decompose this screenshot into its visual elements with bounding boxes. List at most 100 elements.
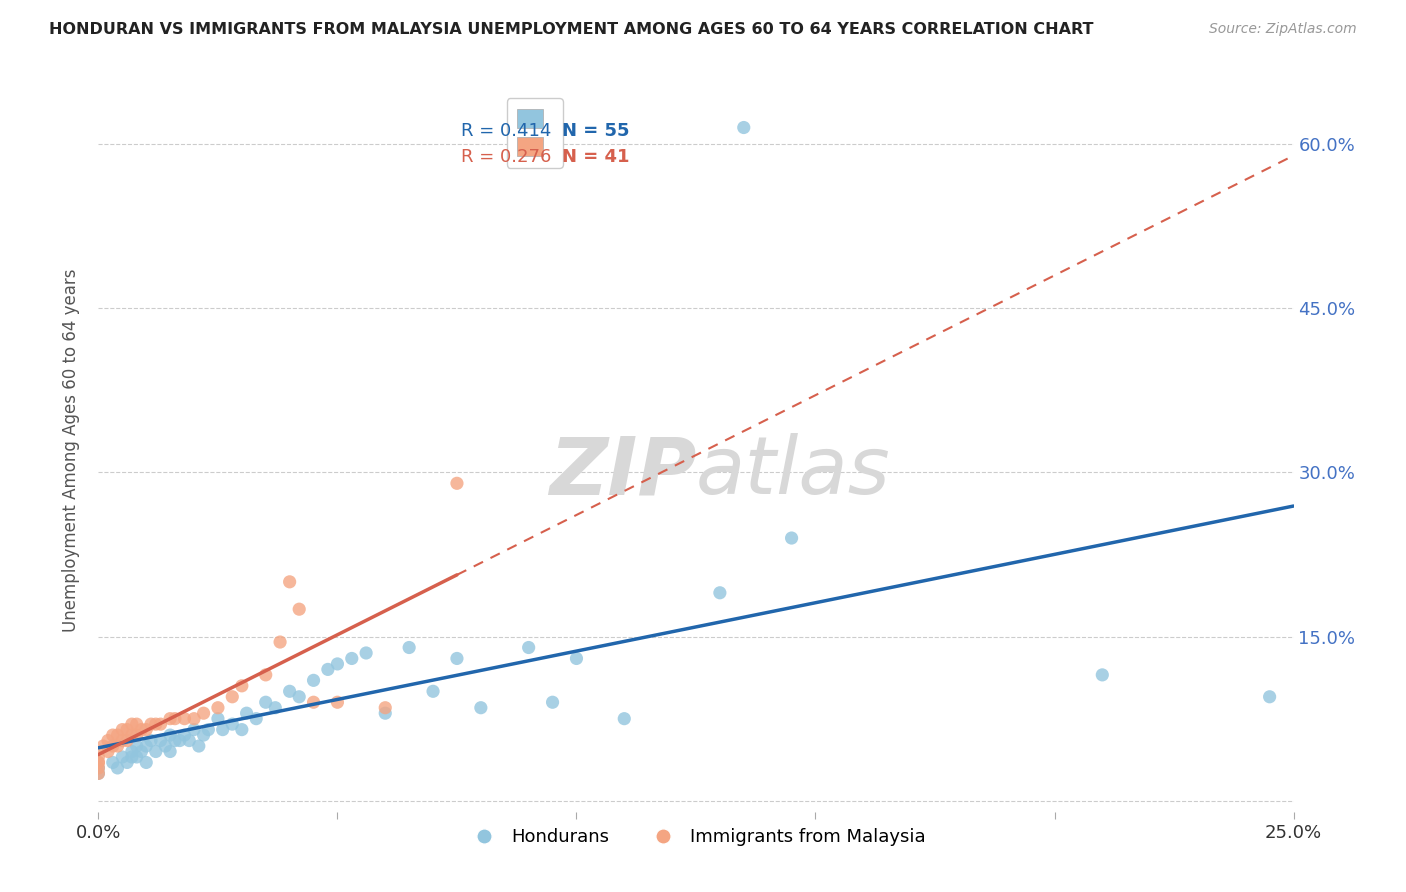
Point xyxy=(149,733,172,747)
Point xyxy=(446,476,468,491)
Point xyxy=(125,717,148,731)
Point xyxy=(340,651,363,665)
Point xyxy=(354,646,377,660)
Point xyxy=(91,739,114,753)
Point xyxy=(278,684,301,698)
Point xyxy=(326,657,349,671)
Point xyxy=(316,662,339,676)
Point xyxy=(87,761,110,775)
Point xyxy=(221,717,243,731)
Y-axis label: Unemployment Among Ages 60 to 64 years: Unemployment Among Ages 60 to 64 years xyxy=(62,268,80,632)
Point xyxy=(288,690,311,704)
Text: Source: ZipAtlas.com: Source: ZipAtlas.com xyxy=(1209,22,1357,37)
Point xyxy=(101,756,124,770)
Point xyxy=(187,739,209,753)
Point xyxy=(422,684,444,698)
Point xyxy=(207,700,229,714)
Point xyxy=(613,712,636,726)
Point xyxy=(235,706,257,721)
Point xyxy=(121,728,143,742)
Point xyxy=(1258,690,1281,704)
Point xyxy=(446,651,468,665)
Point xyxy=(193,706,215,721)
Point xyxy=(125,750,148,764)
Point xyxy=(101,739,124,753)
Text: N = 41: N = 41 xyxy=(562,148,630,167)
Point xyxy=(183,712,205,726)
Point xyxy=(135,723,157,737)
Point xyxy=(125,739,148,753)
Point xyxy=(541,695,564,709)
Point xyxy=(115,733,138,747)
Text: R = 0.276: R = 0.276 xyxy=(461,148,551,167)
Point xyxy=(780,531,803,545)
Point xyxy=(111,750,134,764)
Point xyxy=(159,728,181,742)
Point xyxy=(254,668,277,682)
Text: HONDURAN VS IMMIGRANTS FROM MALAYSIA UNEMPLOYMENT AMONG AGES 60 TO 64 YEARS CORR: HONDURAN VS IMMIGRANTS FROM MALAYSIA UNE… xyxy=(49,22,1094,37)
Point xyxy=(139,733,162,747)
Point xyxy=(139,717,162,731)
Point xyxy=(374,700,396,714)
Point xyxy=(231,679,253,693)
Point xyxy=(121,750,143,764)
Point xyxy=(121,744,143,758)
Point xyxy=(121,717,143,731)
Point xyxy=(264,700,287,714)
Point xyxy=(221,690,243,704)
Text: ZIP: ZIP xyxy=(548,434,696,511)
Point xyxy=(517,640,540,655)
Point xyxy=(179,733,201,747)
Point xyxy=(87,756,110,770)
Point xyxy=(709,586,731,600)
Point xyxy=(87,766,110,780)
Point xyxy=(183,723,205,737)
Point xyxy=(302,695,325,709)
Point xyxy=(173,728,195,742)
Point xyxy=(207,712,229,726)
Point xyxy=(565,651,588,665)
Point xyxy=(131,744,153,758)
Point xyxy=(211,723,233,737)
Point xyxy=(733,120,755,135)
Point xyxy=(101,728,124,742)
Point xyxy=(193,728,215,742)
Point xyxy=(107,739,129,753)
Point xyxy=(87,750,110,764)
Point xyxy=(163,712,186,726)
Point xyxy=(398,640,420,655)
Point xyxy=(107,728,129,742)
Point xyxy=(169,733,191,747)
Point xyxy=(125,728,148,742)
Point xyxy=(288,602,311,616)
Point xyxy=(159,744,181,758)
Point xyxy=(111,723,134,737)
Point xyxy=(374,706,396,721)
Point xyxy=(107,761,129,775)
Point xyxy=(245,712,267,726)
Text: R = 0.414: R = 0.414 xyxy=(461,121,551,140)
Point xyxy=(87,766,110,780)
Legend: Hondurans, Immigrants from Malaysia: Hondurans, Immigrants from Malaysia xyxy=(458,821,934,854)
Text: N = 55: N = 55 xyxy=(562,121,630,140)
Point xyxy=(1091,668,1114,682)
Point xyxy=(326,695,349,709)
Point xyxy=(155,739,177,753)
Point xyxy=(470,700,492,714)
Point xyxy=(145,744,167,758)
Point xyxy=(111,733,134,747)
Point xyxy=(302,673,325,688)
Point xyxy=(163,733,186,747)
Point xyxy=(135,756,157,770)
Point xyxy=(149,717,172,731)
Point xyxy=(131,723,153,737)
Point xyxy=(159,712,181,726)
Point xyxy=(278,574,301,589)
Point xyxy=(87,761,110,775)
Point xyxy=(145,717,167,731)
Point xyxy=(135,739,157,753)
Point xyxy=(97,744,120,758)
Point xyxy=(97,733,120,747)
Point xyxy=(87,756,110,770)
Point xyxy=(115,756,138,770)
